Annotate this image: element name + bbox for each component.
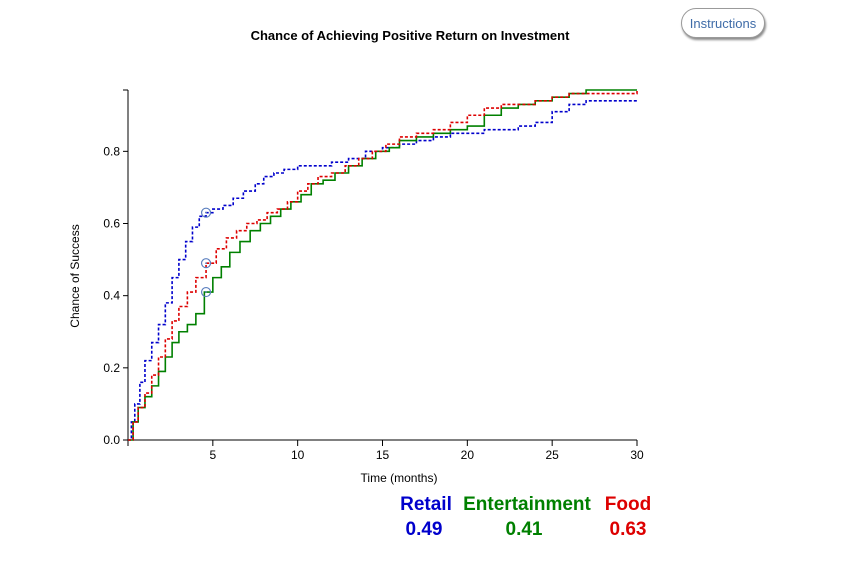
x-tick-label: 20 [461, 448, 475, 462]
series-line-food [128, 90, 638, 441]
series-layer [128, 89, 638, 441]
x-axis-label: Time (months) [361, 471, 438, 485]
marker-dot-retail [205, 211, 207, 214]
y-axis-label: Chance of Success [68, 224, 82, 327]
x-tick-label: 10 [291, 448, 305, 462]
y-tick-label: 0.8 [103, 144, 120, 158]
y-tick-label: 0.2 [103, 361, 120, 375]
legend-value-entertainment: 0.41 [506, 519, 543, 540]
marker-food [200, 258, 212, 269]
instructions-button[interactable]: Instructions [681, 8, 765, 38]
legend-name-retail: Retail [400, 494, 452, 515]
marker-dot-entertainment [205, 291, 207, 293]
legend-value-retail: 0.49 [406, 519, 443, 540]
legend: Retail 0.49 Entertainment 0.41 Food 0.63 [400, 494, 651, 540]
x-tick-label: 30 [630, 448, 644, 462]
legend-name-entertainment: Entertainment [463, 494, 591, 515]
series-line-retail [128, 100, 637, 441]
legend-value-food: 0.63 [610, 519, 647, 540]
x-tick-label: 5 [209, 448, 216, 462]
marker-entertainment [200, 286, 212, 298]
x-tick-label: 25 [545, 448, 559, 462]
y-tick-label: 0.0 [103, 433, 120, 447]
y-tick-label: 0.6 [103, 217, 120, 231]
chart-title: Chance of Achieving Positive Return on I… [251, 28, 570, 43]
marker-retail [200, 207, 212, 218]
x-tick-label: 15 [376, 448, 390, 462]
y-tick-label: 0.4 [103, 289, 120, 303]
series-line-entertainment [128, 89, 637, 441]
marker-dot-food [205, 262, 207, 265]
legend-name-food: Food [605, 494, 651, 515]
axes: 0.0 0.2 0.4 0.6 0.8 5 10 15 20 25 30 [103, 89, 644, 462]
marker-layer [200, 207, 212, 298]
